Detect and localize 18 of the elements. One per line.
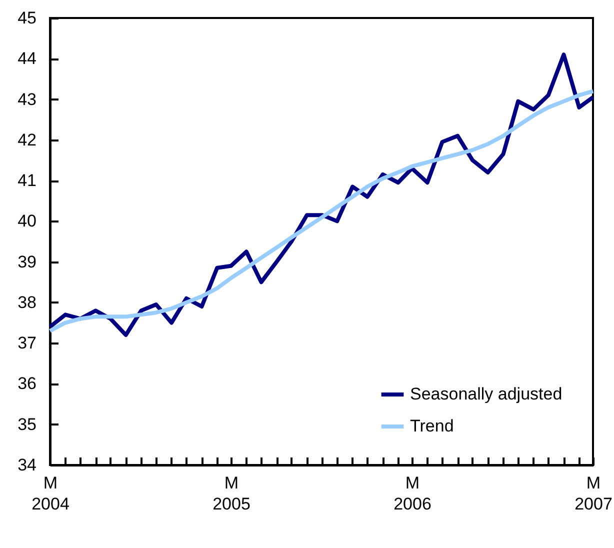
y-tick-label: 38 [18,292,36,312]
legend-label: Trend [410,416,454,436]
y-tick-label: 37 [18,334,36,353]
x-tick-label: M 2006 [394,474,432,514]
x-tick-label: M 2004 [32,474,70,514]
y-tick-label: 40 [18,212,36,231]
y-tick-label: 34 [18,456,36,474]
y-tick-label: 44 [18,49,36,68]
y-tick-label: 39 [18,252,36,272]
y-tick-label: 41 [18,171,36,190]
legend-label: Seasonally adjusted [410,384,562,404]
x-tick-label: M 2005 [212,474,250,514]
y-tick-label: 45 [18,8,36,28]
y-tick-label: 43 [18,90,36,109]
y-tick-label: 42 [18,130,36,150]
x-tick-label: M 2007 [574,474,612,514]
y-tick-label: 36 [18,374,36,394]
y-tick-label: 35 [18,414,36,434]
